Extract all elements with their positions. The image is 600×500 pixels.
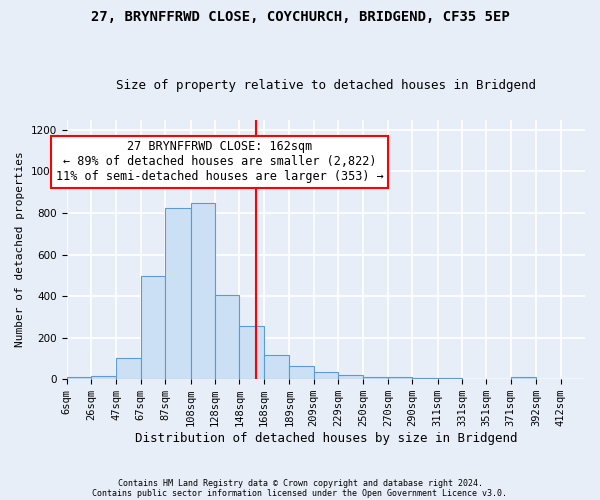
X-axis label: Distribution of detached houses by size in Bridgend: Distribution of detached houses by size … xyxy=(134,432,517,445)
Y-axis label: Number of detached properties: Number of detached properties xyxy=(15,152,25,348)
Bar xyxy=(263,356,289,379)
Text: Contains HM Land Registry data © Crown copyright and database right 2024.: Contains HM Land Registry data © Crown c… xyxy=(118,478,482,488)
Bar xyxy=(165,208,191,379)
Bar xyxy=(91,376,116,379)
Bar xyxy=(364,376,388,379)
Bar xyxy=(412,378,438,379)
Bar xyxy=(239,326,263,379)
Bar xyxy=(314,372,338,379)
Bar xyxy=(388,377,412,379)
Bar xyxy=(67,377,91,379)
Bar xyxy=(215,295,239,379)
Text: 27, BRYNFFRWD CLOSE, COYCHURCH, BRIDGEND, CF35 5EP: 27, BRYNFFRWD CLOSE, COYCHURCH, BRIDGEND… xyxy=(91,10,509,24)
Text: 27 BRYNFFRWD CLOSE: 162sqm
← 89% of detached houses are smaller (2,822)
11% of s: 27 BRYNFFRWD CLOSE: 162sqm ← 89% of deta… xyxy=(56,140,383,184)
Bar xyxy=(191,202,215,379)
Bar xyxy=(338,375,364,379)
Bar xyxy=(438,378,462,379)
Bar xyxy=(141,276,165,379)
Bar xyxy=(289,366,314,379)
Title: Size of property relative to detached houses in Bridgend: Size of property relative to detached ho… xyxy=(116,79,536,92)
Bar xyxy=(511,377,536,379)
Bar xyxy=(116,358,141,379)
Text: Contains public sector information licensed under the Open Government Licence v3: Contains public sector information licen… xyxy=(92,488,508,498)
